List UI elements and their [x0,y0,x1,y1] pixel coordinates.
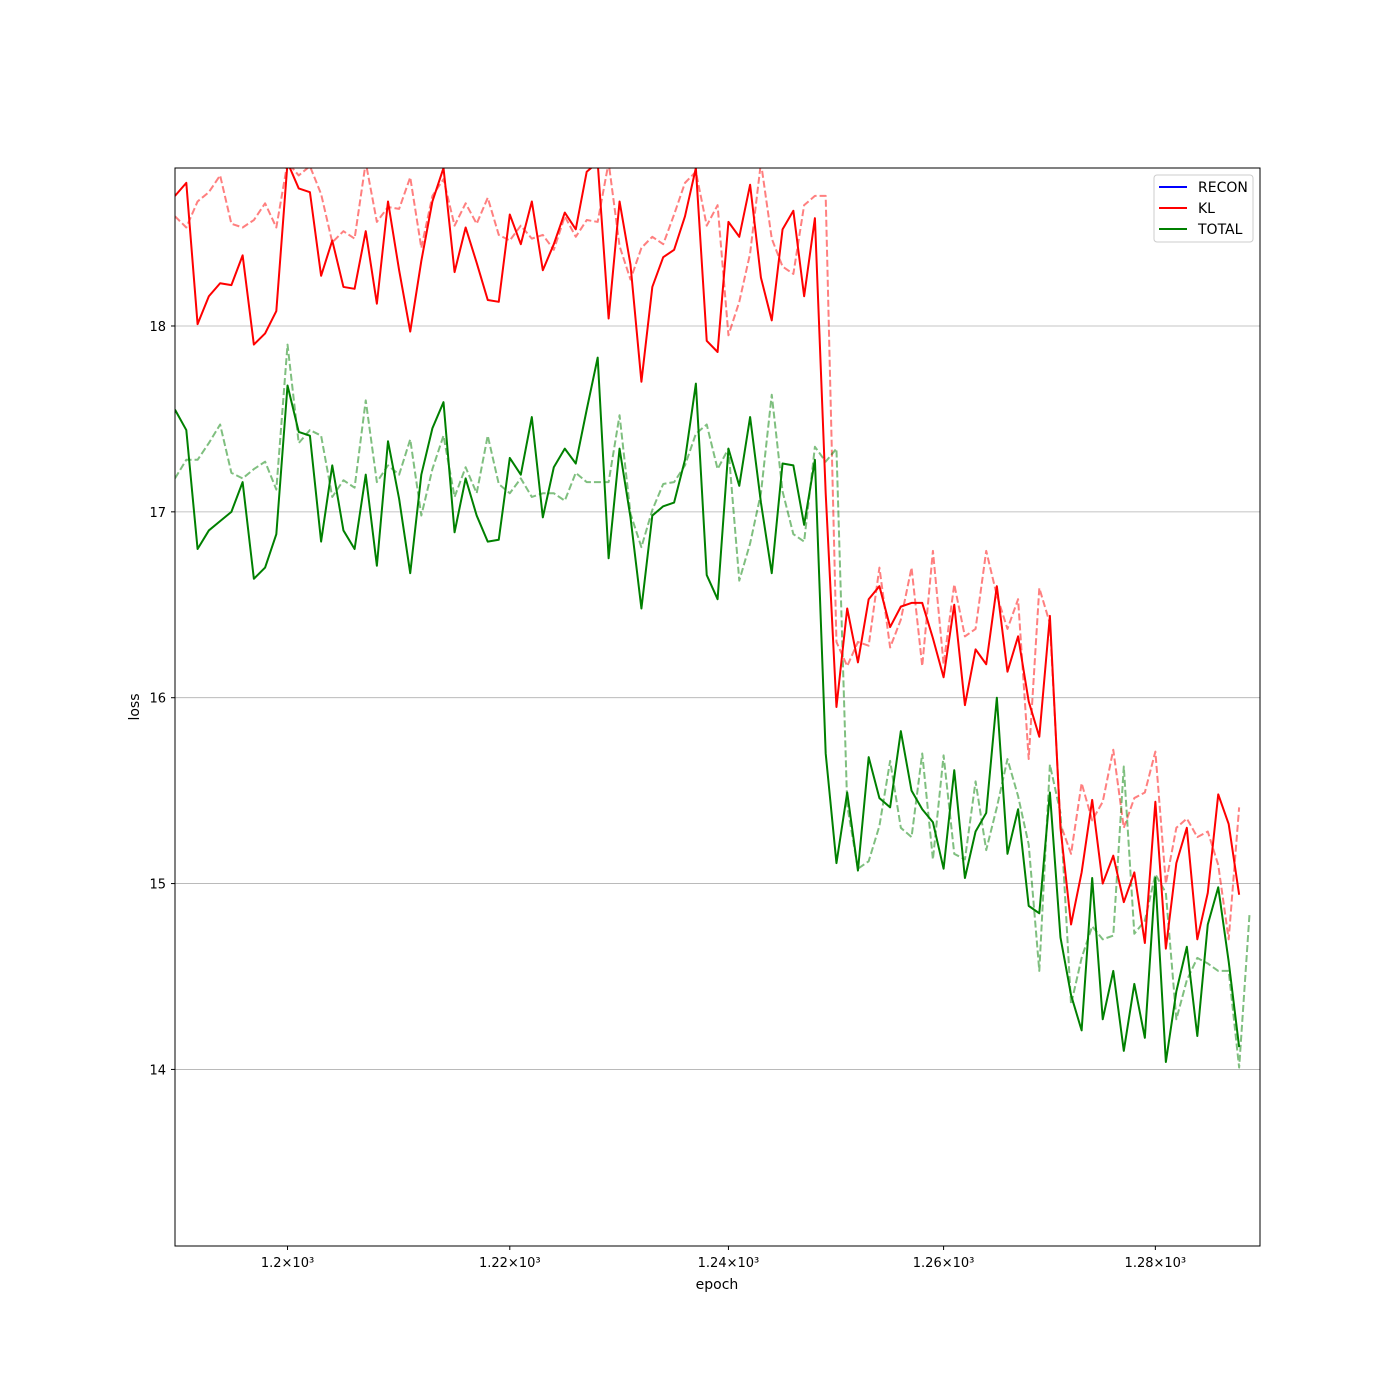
y-axis-label: loss [127,693,143,720]
series-line-total-dashed [175,343,1251,1069]
y-tick-label: 18 [149,320,166,335]
x-tick-label: 1.26×10³ [913,1256,975,1271]
series-line-kl-dashed [175,168,1241,941]
legend-frame [1153,174,1254,243]
plot-area-frame [174,167,1261,1247]
tick-layer: 14 15 16 17 18 1.2×10³ 1.22×10³ 1.24×10³ 1.26×10… [149,320,1186,1271]
x-tick-label: 1.22×10³ [479,1256,541,1271]
series-line-kl-solid [175,168,1241,950]
legend: RECON KL TOTAL [1153,174,1254,243]
series-line-total-solid [175,356,1241,1063]
x-axis-label: epoch [696,1277,739,1293]
y-tick-label: 16 [149,692,166,707]
y-tick-label: 14 [149,1063,166,1078]
y-tick-label: 15 [149,878,166,893]
x-tick-label: 1.28×10³ [1125,1256,1187,1271]
x-tick-label: 1.24×10³ [698,1256,760,1271]
legend-label-total: TOTAL [1197,222,1243,238]
y-tick-label: 17 [149,506,166,521]
x-tick-label: 1.2×10³ [261,1256,314,1271]
legend-label-recon: RECON [1198,180,1248,196]
series-layer [175,168,1251,1069]
legend-label-kl: KL [1198,201,1215,217]
